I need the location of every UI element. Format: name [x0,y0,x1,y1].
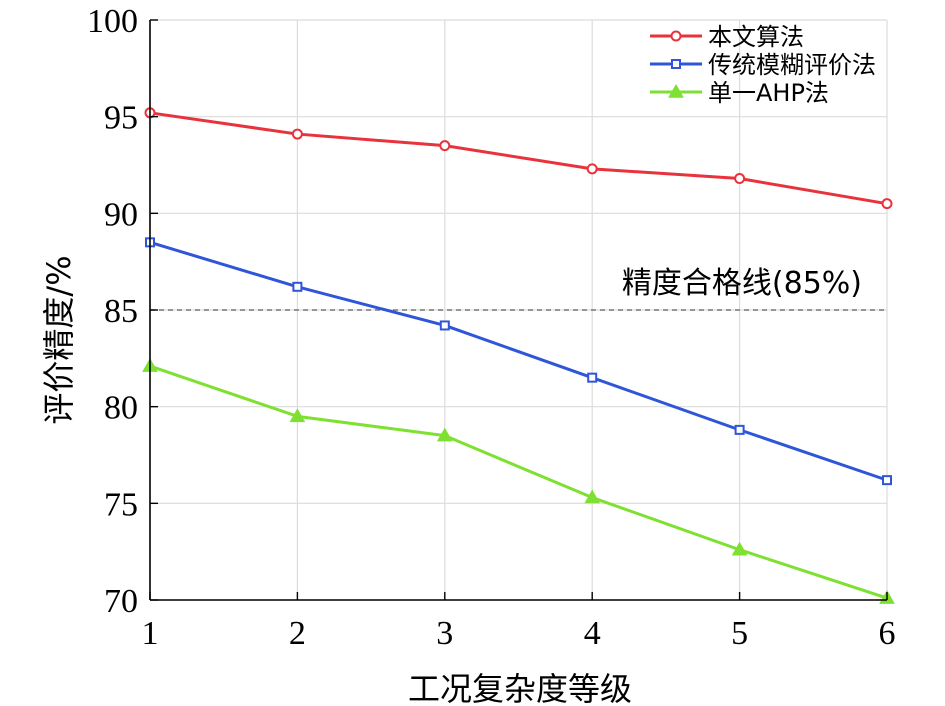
data-point-series-2 [734,424,745,435]
legend-marker-3 [668,83,684,98]
data-point-series-1 [439,140,451,152]
data-point-series-1 [291,128,303,140]
reference-line-label: 精度合格线(85%) [622,266,862,301]
y-tick-label: 100 [87,3,138,40]
y-axis-title: 评价精度/% [40,255,78,424]
legend-label-2: 传统模糊评价法 [708,51,876,79]
data-point-series-3 [289,408,306,423]
data-point-series-3 [436,427,453,442]
data-point-series-3 [731,541,748,556]
series-line-3 [149,364,888,600]
data-point-series-2 [292,281,303,292]
series-line-2 [149,240,888,482]
legend-label-1: 本文算法 [708,23,804,51]
data-point-series-1 [734,173,746,185]
legend-label-3: 单一AHP法 [708,79,829,107]
data-point-series-2 [587,372,598,383]
data-point-series-3 [584,489,601,504]
data-point-series-2 [882,475,892,486]
y-tick-label: 75 [104,486,138,523]
y-tick-label: 80 [104,390,138,427]
y-tick-label: 95 [104,100,138,137]
x-axis-title: 工况复杂度等级 [408,670,632,706]
x-tick-label: 6 [879,615,896,652]
y-tick-label: 70 [104,583,138,620]
data-point-series-1 [881,198,893,210]
x-tick-label: 1 [142,615,159,652]
data-point-series-2 [439,320,450,331]
y-tick-label: 85 [104,293,138,330]
x-tick-label: 4 [584,615,601,652]
x-tick-label: 2 [289,615,306,652]
legend-marker-1 [670,30,682,42]
y-tick-label: 90 [104,196,138,233]
x-tick-label: 5 [731,615,748,652]
legend-marker-2 [671,59,681,69]
data-point-series-1 [586,163,598,175]
series-line-1 [149,111,888,206]
x-tick-label: 3 [436,615,453,652]
